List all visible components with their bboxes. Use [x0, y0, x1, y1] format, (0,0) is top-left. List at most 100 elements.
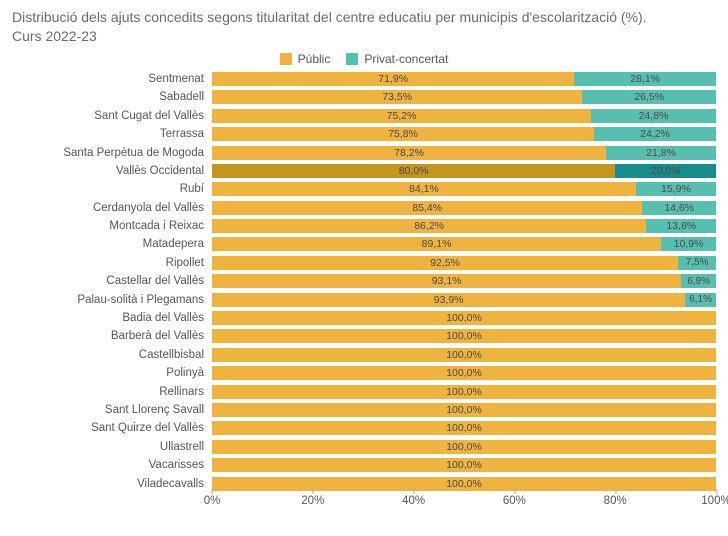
bar-value-public: 73,5% [382, 91, 412, 103]
bar-segment-public: 100,0% [212, 366, 716, 380]
bar-track: 100,0% [212, 311, 716, 325]
bar-segment-public: 100,0% [212, 311, 716, 325]
bar-track: 100,0% [212, 348, 716, 362]
bar-value-public: 89,1% [422, 238, 452, 250]
bar-segment-public: 71,9% [212, 72, 574, 86]
category-label: Viladecavalls [12, 478, 212, 490]
title-line-1: Distribució dels ajuts concedits segons … [12, 9, 647, 25]
category-label: Sant Quirze del Vallès [12, 422, 212, 434]
bar-segment-privat: 24,2% [594, 127, 716, 141]
bar-value-public: 85,4% [412, 202, 442, 214]
bar-segment-public: 92,5% [212, 256, 678, 270]
bar-value-public: 100,0% [446, 349, 482, 361]
legend-item-public: Públic [280, 52, 331, 66]
chart-row: Viladecavalls 100,0% [12, 474, 716, 492]
bar-segment-privat: 14,6% [642, 201, 716, 215]
category-label: Polinyà [12, 367, 212, 379]
bar-value-public: 100,0% [446, 478, 482, 490]
title-line-2: Curs 2022-23 [12, 28, 97, 44]
chart-row: Rubí84,1%15,9% [12, 180, 716, 198]
bar-value-privat: 6,9% [687, 276, 710, 287]
category-label: Montcada i Reixac [12, 220, 212, 232]
bar-track: 100,0% [212, 440, 716, 454]
chart-row: Vallès Occidental80,0%20,0% [12, 162, 716, 180]
bar-segment-privat: 6,9% [681, 274, 716, 288]
category-label: Cerdanyola del Vallès [12, 202, 212, 214]
category-label: Sentmenat [12, 73, 212, 85]
category-label: Castellbisbal [12, 349, 212, 361]
chart-row: Castellbisbal 100,0% [12, 346, 716, 364]
category-label: Vallès Occidental [12, 165, 212, 177]
bar-segment-public: 78,2% [212, 146, 606, 160]
bar-value-public: 100,0% [446, 312, 482, 324]
category-label: Sant Cugat del Vallès [12, 110, 212, 122]
bar-segment-privat: 24,8% [591, 109, 716, 123]
x-tick: 60% [503, 495, 526, 507]
bar-value-privat: 13,8% [666, 220, 696, 232]
bar-segment-public: 86,2% [212, 219, 646, 233]
chart-row: Cerdanyola del Vallès 85,4% 14,6% [12, 199, 716, 217]
bar-value-privat: 20,0% [651, 165, 681, 177]
chart-row: Terrassa75,8%24,2% [12, 125, 716, 143]
x-tick: 20% [301, 495, 324, 507]
bar-segment-public: 100,0% [212, 385, 716, 399]
category-label: Sant Llorenç Savall [12, 404, 212, 416]
bar-segment-public: 89,1% [212, 237, 661, 251]
legend-swatch-privat [346, 53, 358, 65]
x-tick: 40% [402, 495, 425, 507]
bar-value-public: 100,0% [446, 459, 482, 471]
category-label: Castellar del Vallès [12, 275, 212, 287]
bar-segment-public: 100,0% [212, 348, 716, 362]
bar-value-privat: 24,8% [639, 110, 669, 122]
bar-segment-public: 93,1% [212, 274, 681, 288]
bar-value-public: 75,8% [388, 128, 418, 140]
chart-row: Ullastrell100,0% [12, 438, 716, 456]
bar-segment-public: 93,9% [212, 293, 685, 307]
legend-label-privat: Privat-concertat [364, 52, 448, 66]
bar-value-public: 86,2% [414, 220, 444, 232]
bar-segment-privat: 6,1% [685, 293, 716, 307]
bar-track: 100,0% [212, 385, 716, 399]
x-tick: 80% [604, 495, 627, 507]
bar-segment-privat: 26,5% [582, 90, 716, 104]
bar-segment-privat: 7,5% [678, 256, 716, 270]
chart-row: Badia del Vallès100,0% [12, 309, 716, 327]
bar-value-public: 93,1% [432, 275, 462, 287]
bar-segment-public: 100,0% [212, 458, 716, 472]
bar-value-privat: 10,9% [674, 238, 704, 250]
bar-segment-public: 73,5% [212, 90, 582, 104]
bar-segment-privat: 20,0% [615, 164, 716, 178]
bar-value-privat: 26,5% [634, 91, 664, 103]
bar-track: 86,2% 13,8% [212, 219, 716, 233]
bar-track: 71,9%28,1% [212, 72, 716, 86]
bar-value-public: 100,0% [446, 330, 482, 342]
chart-area: Sentmenat71,9%28,1%Sabadell73,5%26,5%San… [12, 70, 716, 514]
bar-track: 100,0% [212, 477, 716, 491]
bar-segment-privat: 21,8% [606, 146, 716, 160]
bar-segment-public: 100,0% [212, 403, 716, 417]
x-tick: 0% [204, 495, 221, 507]
bar-segment-public: 84,1% [212, 182, 636, 196]
bar-value-privat: 21,8% [646, 147, 676, 159]
bar-value-privat: 6,1% [689, 294, 712, 305]
bar-value-public: 92,5% [430, 257, 460, 269]
bar-value-public: 100,0% [446, 404, 482, 416]
category-label: Matadepera [12, 238, 212, 250]
bar-track: 100,0% [212, 366, 716, 380]
bar-value-public: 84,1% [409, 183, 439, 195]
axis-ticks: 0%20%40%60%80%100% [212, 495, 716, 523]
bar-segment-public: 85,4% [212, 201, 642, 215]
category-label: Rubí [12, 183, 212, 195]
category-label: Santa Perpètua de Mogoda [12, 147, 212, 159]
chart-row: Sentmenat71,9%28,1% [12, 70, 716, 88]
bar-track: 100,0% [212, 458, 716, 472]
bar-track: 85,4% 14,6% [212, 201, 716, 215]
chart-row: Polinyà100,0% [12, 364, 716, 382]
bar-value-public: 93,9% [434, 294, 464, 306]
legend: Públic Privat-concertat [12, 52, 716, 66]
bar-value-privat: 24,2% [640, 128, 670, 140]
bar-segment-public: 100,0% [212, 477, 716, 491]
bar-segment-privat: 13,8% [646, 219, 716, 233]
x-tick: 100% [701, 495, 728, 507]
bar-track: 92,5% 7,5% [212, 256, 716, 270]
